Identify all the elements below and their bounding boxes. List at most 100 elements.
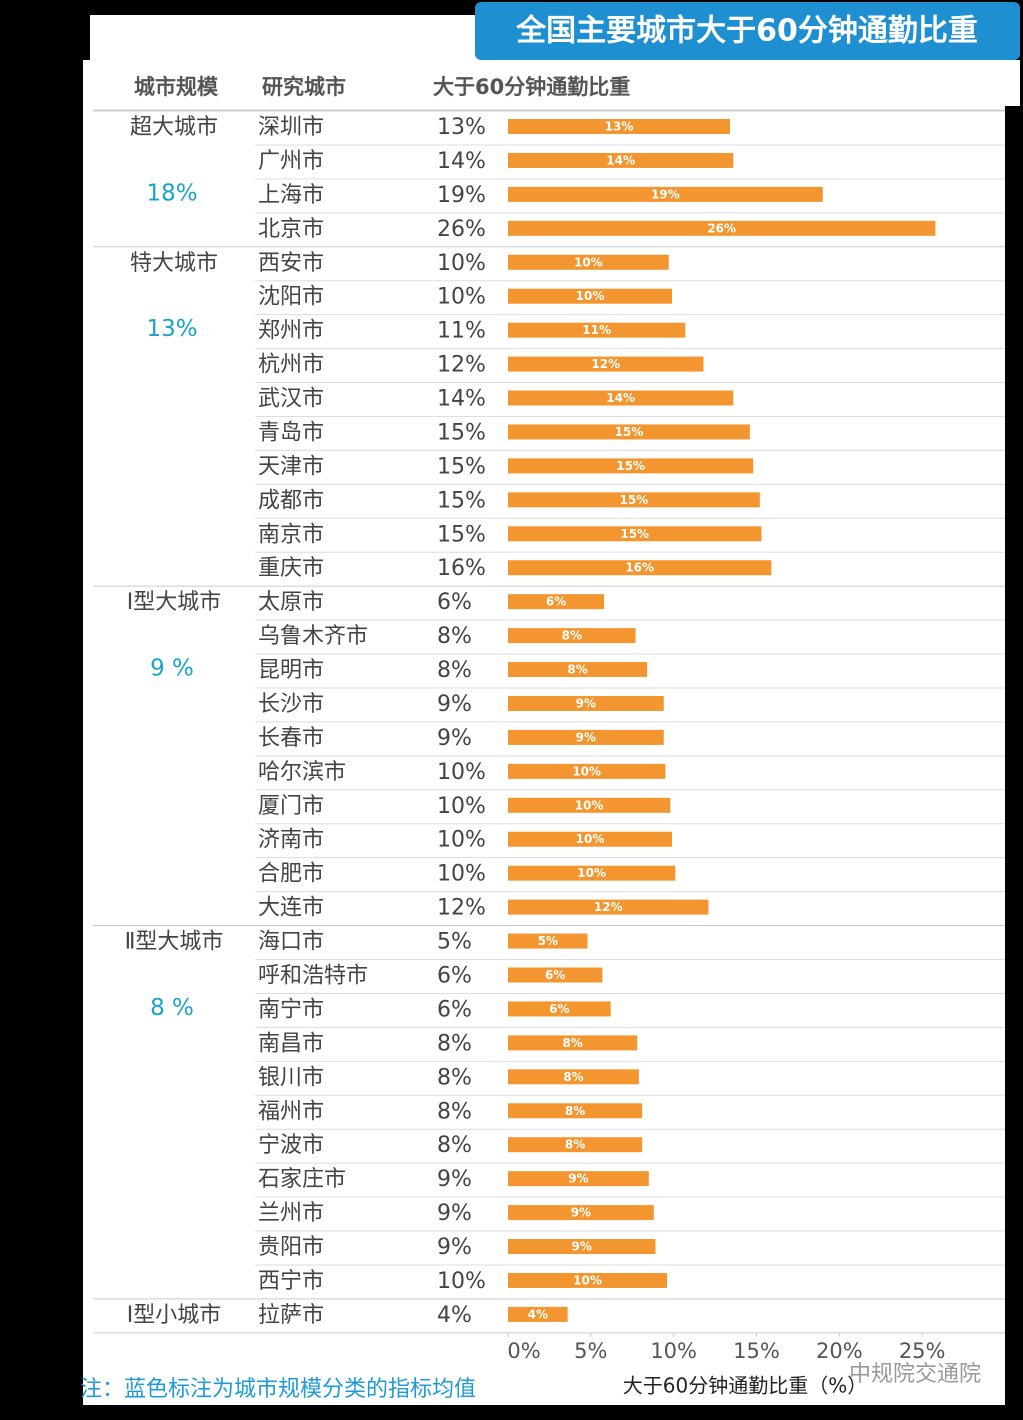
bar-label: 9% bbox=[568, 1172, 588, 1186]
city-name: 沈阳市 bbox=[258, 285, 324, 310]
bar-label: 9% bbox=[576, 696, 596, 710]
value-cell: 10% bbox=[437, 794, 486, 819]
bar-label: 10% bbox=[576, 832, 605, 846]
x-tick-label: 10% bbox=[650, 1339, 697, 1363]
group-name: Ⅱ型大城市 bbox=[125, 930, 224, 955]
bar bbox=[508, 1272, 668, 1288]
city-name: 宁波市 bbox=[258, 1133, 324, 1158]
bar bbox=[508, 1171, 649, 1187]
bar bbox=[508, 288, 673, 304]
city-name: 武汉市 bbox=[258, 387, 324, 412]
bar bbox=[508, 526, 762, 542]
value-cell: 10% bbox=[437, 828, 486, 853]
city-name: 长沙市 bbox=[258, 692, 324, 717]
bar bbox=[508, 1205, 654, 1221]
group-name: Ⅰ型大城市 bbox=[127, 590, 222, 615]
city-name: 郑州市 bbox=[258, 319, 324, 344]
city-name: 拉萨市 bbox=[258, 1303, 324, 1328]
value-cell: 8% bbox=[437, 1133, 472, 1158]
bar-label: 6% bbox=[549, 1002, 569, 1016]
bar-label: 8% bbox=[567, 663, 587, 677]
value-cell: 15% bbox=[437, 454, 486, 479]
bar bbox=[508, 695, 664, 711]
value-cell: 11% bbox=[437, 319, 486, 344]
value-cell: 5% bbox=[437, 930, 472, 955]
chart-title: 全国主要城市大于60分钟通勤比重 bbox=[515, 14, 978, 49]
city-name: 兰州市 bbox=[258, 1201, 324, 1226]
city-name: 银川市 bbox=[258, 1065, 324, 1090]
city-name: 贵阳市 bbox=[258, 1235, 324, 1260]
group-name: 超大城市 bbox=[130, 115, 218, 140]
value-cell: 8% bbox=[437, 624, 472, 649]
bar bbox=[508, 458, 754, 474]
value-cell: 9% bbox=[437, 692, 472, 717]
value-cell: 26% bbox=[437, 217, 486, 242]
bar-label: 6% bbox=[546, 595, 566, 609]
bar-label: 15% bbox=[616, 459, 645, 473]
value-cell: 9% bbox=[437, 1201, 472, 1226]
city-name: 深圳市 bbox=[258, 115, 324, 140]
city-name: 重庆市 bbox=[258, 556, 324, 581]
value-cell: 15% bbox=[437, 522, 486, 547]
bar bbox=[508, 254, 669, 270]
bar bbox=[508, 967, 603, 983]
bar-label: 14% bbox=[606, 391, 635, 405]
city-name: 石家庄市 bbox=[258, 1167, 346, 1192]
value-cell: 16% bbox=[437, 556, 486, 581]
city-name: 南京市 bbox=[258, 522, 324, 547]
x-tick-label: 15% bbox=[733, 1339, 780, 1363]
bar-label: 8% bbox=[565, 1138, 585, 1152]
city-name: 福州市 bbox=[258, 1099, 324, 1124]
note: 注：蓝色标注为城市规模分类的指标均值 bbox=[80, 1377, 476, 1402]
bar-label: 26% bbox=[707, 221, 736, 235]
bar bbox=[508, 220, 936, 236]
bar-label: 8% bbox=[562, 629, 582, 643]
bar-label: 19% bbox=[651, 187, 680, 201]
bar bbox=[508, 119, 730, 134]
value-cell: 8% bbox=[437, 1065, 472, 1090]
bar bbox=[508, 1069, 639, 1085]
city-name: 海口市 bbox=[258, 930, 324, 955]
x-axis-title: 大于60分钟通勤比重（%） bbox=[623, 1374, 867, 1398]
city-name: 厦门市 bbox=[258, 794, 324, 819]
title-box bbox=[475, 2, 1020, 60]
bar bbox=[508, 390, 734, 406]
bar bbox=[508, 933, 588, 949]
bar bbox=[508, 1001, 611, 1017]
city-name: 西安市 bbox=[258, 251, 324, 276]
value-cell: 12% bbox=[437, 896, 486, 921]
city-name: 成都市 bbox=[258, 488, 324, 513]
value-cell: 10% bbox=[437, 862, 486, 887]
bar bbox=[508, 1306, 568, 1322]
value-cell: 12% bbox=[437, 353, 486, 378]
city-name: 哈尔滨市 bbox=[258, 760, 346, 785]
group-average: 8 % bbox=[150, 995, 194, 1021]
panel-top bbox=[90, 15, 480, 65]
bar bbox=[508, 1137, 643, 1153]
bar bbox=[508, 186, 823, 202]
bar-label: 6% bbox=[545, 968, 565, 982]
city-name: 杭州市 bbox=[258, 353, 324, 378]
bar bbox=[508, 152, 734, 168]
value-cell: 9% bbox=[437, 726, 472, 751]
bar-label: 9% bbox=[571, 1206, 591, 1220]
value-cell: 19% bbox=[437, 183, 486, 208]
bar bbox=[508, 1239, 656, 1255]
bar-label: 14% bbox=[606, 153, 635, 167]
city-name: 长春市 bbox=[258, 726, 324, 751]
value-cell: 6% bbox=[437, 590, 472, 615]
x-tick-label: 5% bbox=[574, 1339, 607, 1363]
bar bbox=[508, 729, 664, 745]
group-average: 18% bbox=[146, 180, 197, 206]
group-average: 13% bbox=[146, 316, 197, 342]
bar-label: 15% bbox=[615, 425, 644, 439]
value-cell: 13% bbox=[437, 115, 486, 140]
value-cell: 14% bbox=[437, 149, 486, 174]
bar bbox=[508, 322, 686, 338]
bar bbox=[508, 628, 636, 644]
value-cell: 8% bbox=[437, 1099, 472, 1124]
x-tick-label: 25% bbox=[899, 1339, 946, 1363]
bar bbox=[508, 560, 772, 576]
city-name: 合肥市 bbox=[258, 862, 324, 887]
